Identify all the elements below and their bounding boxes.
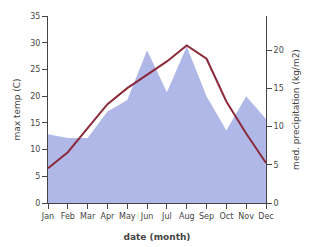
svg-text:Jun: Jun bbox=[140, 212, 154, 221]
svg-text:May: May bbox=[119, 212, 136, 221]
svg-text:15: 15 bbox=[30, 119, 40, 128]
svg-text:Aug: Aug bbox=[179, 212, 195, 221]
svg-text:Nov: Nov bbox=[238, 212, 254, 221]
svg-text:0: 0 bbox=[274, 199, 279, 208]
svg-text:25: 25 bbox=[30, 65, 40, 74]
svg-text:Dec: Dec bbox=[258, 212, 273, 221]
svg-text:Feb: Feb bbox=[61, 212, 75, 221]
svg-text:max temp (C): max temp (C) bbox=[12, 78, 22, 140]
svg-text:Oct: Oct bbox=[219, 212, 233, 221]
svg-text:Mar: Mar bbox=[80, 212, 96, 221]
svg-text:med. precipitation (kg/m2): med. precipitation (kg/m2) bbox=[291, 49, 301, 170]
svg-text:10: 10 bbox=[30, 145, 40, 154]
svg-text:5: 5 bbox=[35, 172, 40, 181]
svg-text:Apr: Apr bbox=[101, 212, 116, 221]
svg-text:0: 0 bbox=[35, 199, 40, 208]
svg-text:30: 30 bbox=[30, 39, 40, 48]
svg-text:15: 15 bbox=[274, 84, 284, 93]
svg-text:10: 10 bbox=[274, 122, 284, 131]
svg-text:5: 5 bbox=[274, 161, 279, 170]
svg-text:date (month): date (month) bbox=[124, 232, 191, 242]
svg-text:20: 20 bbox=[30, 92, 40, 101]
svg-text:Jan: Jan bbox=[41, 212, 54, 221]
svg-text:Sep: Sep bbox=[199, 212, 214, 221]
svg-text:20: 20 bbox=[274, 46, 284, 55]
svg-text:35: 35 bbox=[30, 12, 40, 21]
svg-text:Jul: Jul bbox=[161, 212, 172, 221]
